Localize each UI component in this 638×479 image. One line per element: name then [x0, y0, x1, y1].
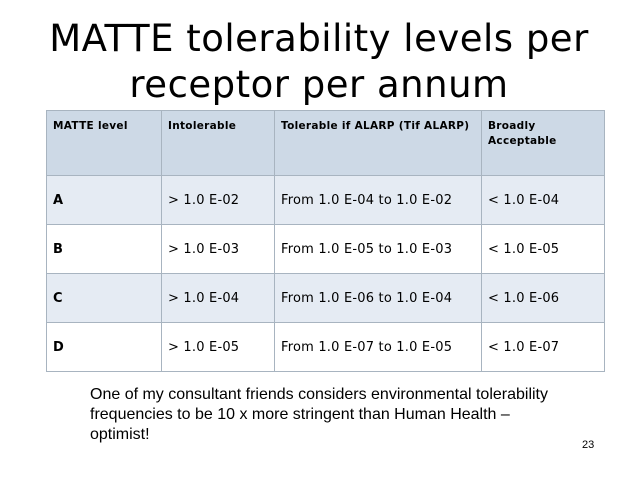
cell-intolerable: > 1.0 E-04	[161, 273, 275, 323]
page-number: 23	[582, 439, 595, 451]
table-row: C > 1.0 E-04 From 1.0 E-06 to 1.0 E-04 <…	[46, 273, 605, 323]
cell-tolerable: From 1.0 E-04 to 1.0 E-02	[274, 175, 482, 225]
table-row: B > 1.0 E-03 From 1.0 E-05 to 1.0 E-03 <…	[46, 224, 605, 274]
cell-acceptable: < 1.0 E-06	[481, 273, 605, 323]
cell-level: D	[46, 322, 162, 372]
header-matte-level: MATTE level	[46, 110, 162, 176]
header-broadly-acceptable: Broadly Acceptable	[481, 110, 605, 176]
cell-acceptable: < 1.0 E-07	[481, 322, 605, 372]
cell-intolerable: > 1.0 E-02	[161, 175, 275, 225]
title-line-2: receptor per annum	[129, 63, 509, 106]
table-row: A > 1.0 E-02 From 1.0 E-04 to 1.0 E-02 <…	[46, 175, 605, 225]
cell-level: A	[46, 175, 162, 225]
table-row: D > 1.0 E-05 From 1.0 E-07 to 1.0 E-05 <…	[46, 322, 605, 372]
cell-level: B	[46, 224, 162, 274]
cell-level: C	[46, 273, 162, 323]
cell-intolerable: > 1.0 E-05	[161, 322, 275, 372]
cell-acceptable: < 1.0 E-04	[481, 175, 605, 225]
cell-tolerable: From 1.0 E-07 to 1.0 E-05	[274, 322, 482, 372]
cell-tolerable: From 1.0 E-06 to 1.0 E-04	[274, 273, 482, 323]
slide-title: MATTE tolerability levels per receptor p…	[0, 16, 638, 108]
cell-acceptable: < 1.0 E-05	[481, 224, 605, 274]
header-tolerable-alarp: Tolerable if ALARP (Tif ALARP)	[274, 110, 482, 176]
title-line-1: MATTE tolerability levels per	[49, 17, 589, 60]
cell-tolerable: From 1.0 E-05 to 1.0 E-03	[274, 224, 482, 274]
tolerability-table: MATTE level Intolerable Tolerable if ALA…	[46, 110, 605, 372]
header-intolerable: Intolerable	[161, 110, 275, 176]
cell-intolerable: > 1.0 E-03	[161, 224, 275, 274]
table-header-row: MATTE level Intolerable Tolerable if ALA…	[46, 110, 605, 176]
consultant-note: One of my consultant friends considers e…	[90, 386, 548, 443]
